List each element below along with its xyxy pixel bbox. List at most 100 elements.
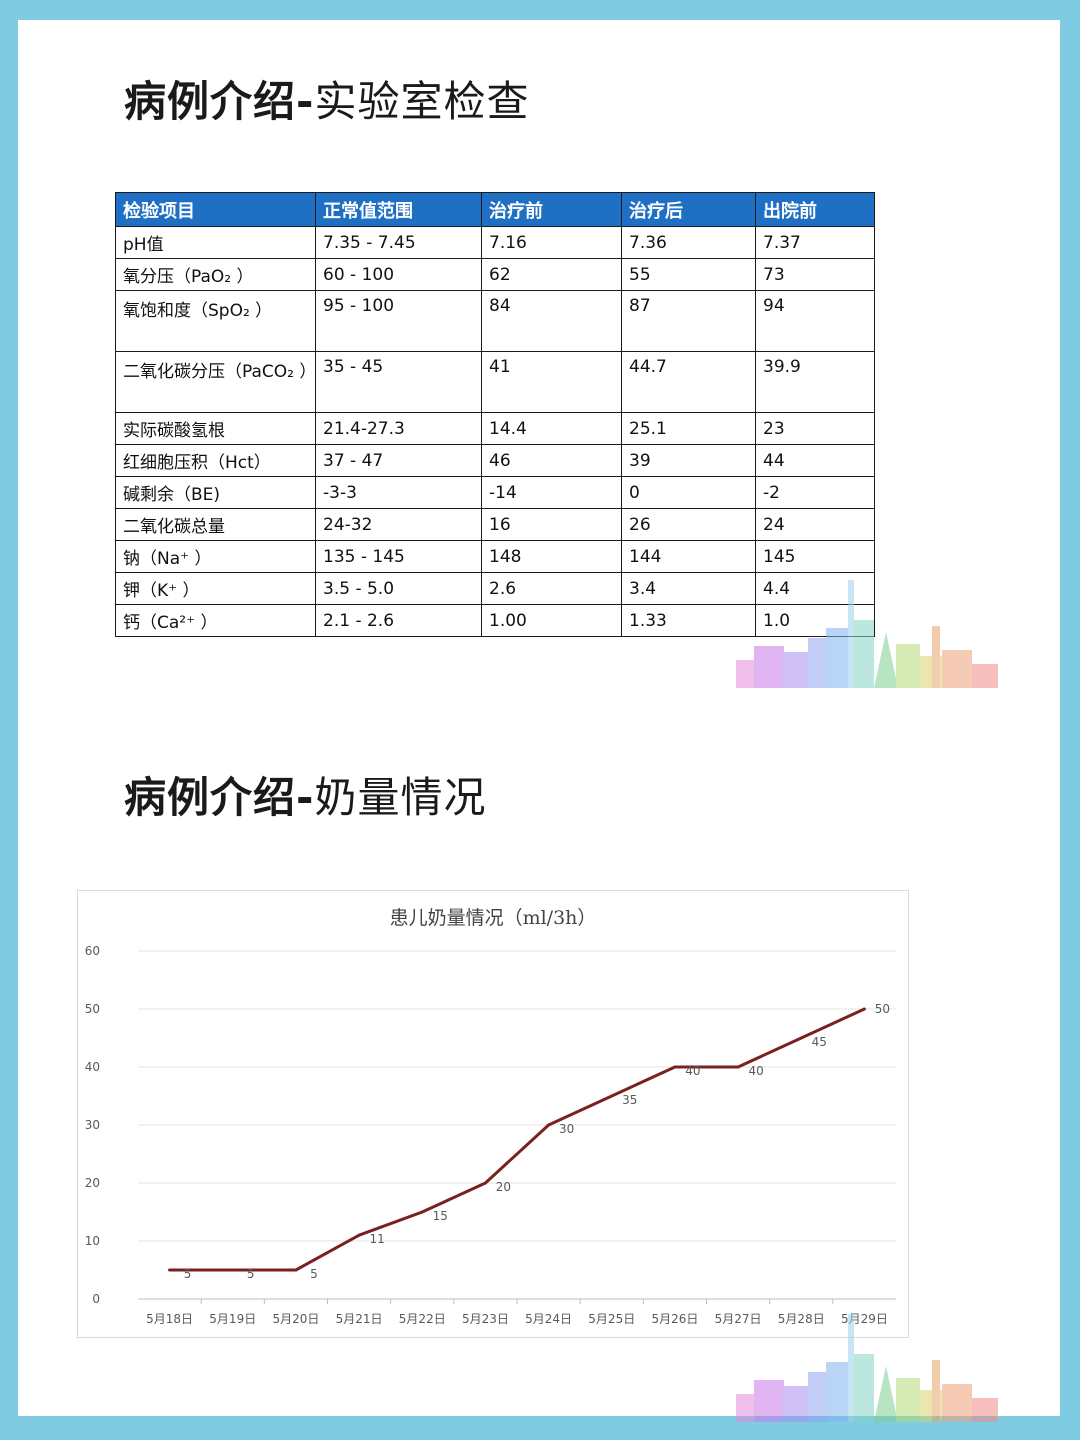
value-cell: 16 [481,508,622,541]
value-cell: 62 [481,258,622,291]
table-row: 碱剩余（BE) -3-3 -14 0 -2 [115,476,875,509]
value-cell: 26 [621,508,756,541]
table-row: 钠（Na⁺ ） 135 - 145 148 144 145 [115,540,875,573]
x-tick-label: 5月19日 [209,1312,256,1326]
value-cell: 44 [755,444,875,477]
x-tick-label: 5月27日 [715,1312,762,1326]
table-row: 二氧化碳分压（PaCO₂ ） 35 - 45 41 44.7 39.9 [115,351,875,413]
city-skyline-decoration [736,1314,998,1422]
test-name-cell: 实际碳酸氢根 [115,412,316,445]
value-cell: 7.35 - 7.45 [315,226,482,259]
data-point [294,1268,298,1272]
y-tick-label: 40 [85,1060,100,1074]
lab-title-bold: 病例介绍- [124,77,315,126]
table-row: 氧分压（PaO₂ ） 60 - 100 62 55 73 [115,258,875,291]
data-point [420,1210,424,1214]
milk-title-bold: 病例介绍- [124,773,315,822]
x-tick-label: 5月18日 [146,1312,193,1326]
test-name-cell: 钙（Ca²⁺ ） [115,604,316,637]
data-label: 5 [184,1267,192,1281]
value-cell: 37 - 47 [315,444,482,477]
data-label: 35 [622,1093,637,1107]
value-cell: 39 [621,444,756,477]
y-tick-label: 50 [85,1002,100,1016]
data-point [231,1268,235,1272]
test-name-cell: 二氧化碳分压（PaCO₂ ） [115,351,316,413]
column-header: 检验项目 [115,192,316,227]
column-header: 治疗后 [621,192,756,227]
column-header: 正常值范围 [315,192,482,227]
data-point [673,1065,677,1069]
table-row: 红细胞压积（Hct） 37 - 47 46 39 44 [115,444,875,477]
test-name-cell: pH值 [115,226,316,259]
table-row: 实际碳酸氢根 21.4-27.3 14.4 25.1 23 [115,412,875,445]
value-cell: 148 [481,540,622,573]
value-cell: 87 [621,290,756,352]
data-label: 45 [812,1035,827,1049]
test-name-cell: 红细胞压积（Hct） [115,444,316,477]
x-tick-label: 5月20日 [272,1312,319,1326]
value-cell: 3.5 - 5.0 [315,572,482,605]
value-cell: 144 [621,540,756,573]
x-tick-label: 5月21日 [336,1312,383,1326]
y-tick-label: 30 [85,1118,100,1132]
value-cell: 84 [481,290,622,352]
data-label: 5 [310,1267,318,1281]
lab-section-title: 病例介绍-实验室检查 [124,68,529,129]
milk-title-thin: 奶量情况 [314,773,487,822]
data-point [168,1268,172,1272]
value-cell: 4.4 [755,572,875,605]
slide-page: 病例介绍-实验室检查 检验项目 正常值范围 治疗前 治疗后 出院前 pH值 7.3… [18,20,1060,1422]
data-point [483,1181,487,1185]
value-cell: 95 - 100 [315,290,482,352]
value-cell: 60 - 100 [315,258,482,291]
data-point [357,1233,361,1237]
value-cell: 73 [755,258,875,291]
value-cell: 145 [755,540,875,573]
milk-volume-line [169,1007,866,1272]
data-point [610,1094,614,1098]
x-tick-label: 5月28日 [778,1312,825,1326]
value-cell: -3-3 [315,476,482,509]
value-cell: -2 [755,476,875,509]
data-label: 11 [369,1232,384,1246]
value-cell: 1.00 [481,604,622,637]
data-label: 20 [496,1180,511,1194]
data-label: 40 [748,1064,763,1078]
value-cell: 7.16 [481,226,622,259]
chart-title: 患儿奶量情况（ml/3h） [389,907,597,929]
table-row: pH值 7.35 - 7.45 7.16 7.36 7.37 [115,226,875,259]
test-name-cell: 二氧化碳总量 [115,508,316,541]
test-name-cell: 钾（K⁺ ） [115,572,316,605]
value-cell: 24 [755,508,875,541]
value-cell: 23 [755,412,875,445]
value-cell: 21.4-27.3 [315,412,482,445]
data-label: 5 [247,1267,255,1281]
x-tick-label: 5月22日 [399,1312,446,1326]
value-cell: 55 [621,258,756,291]
test-name-cell: 氧饱和度（SpO₂ ） [115,290,316,352]
y-tick-label: 20 [85,1176,100,1190]
table-row: 钙（Ca²⁺ ） 2.1 - 2.6 1.00 1.33 1.0 [115,604,875,637]
lab-results-table: 检验项目 正常值范围 治疗前 治疗后 出院前 pH值 7.35 - 7.45 7.1… [115,192,875,637]
test-name-cell: 碱剩余（BE) [115,476,316,509]
milk-chart-plot: 0 10 20 30 40 50 60 5月18日 5月19日 5月20日 5月21日 5月22日 5月… [85,944,896,1326]
value-cell: 2.1 - 2.6 [315,604,482,637]
value-cell: 0 [621,476,756,509]
value-cell: 14.4 [481,412,622,445]
value-cell: 2.6 [481,572,622,605]
table-header-row: 检验项目 正常值范围 治疗前 治疗后 出院前 [115,192,875,227]
data-label: 15 [433,1209,448,1223]
data-point [736,1065,740,1069]
value-cell: 44.7 [621,351,756,413]
value-cell: 46 [481,444,622,477]
milk-section-title: 病例介绍-奶量情况 [124,764,486,825]
value-cell: 135 - 145 [315,540,482,573]
y-tick-label: 10 [85,1234,100,1248]
data-point [547,1123,551,1127]
value-cell: 25.1 [621,412,756,445]
x-tick-label: 5月23日 [462,1312,509,1326]
lab-title-thin: 实验室检查 [314,77,530,126]
value-cell: 3.4 [621,572,756,605]
data-label: 30 [559,1122,574,1136]
